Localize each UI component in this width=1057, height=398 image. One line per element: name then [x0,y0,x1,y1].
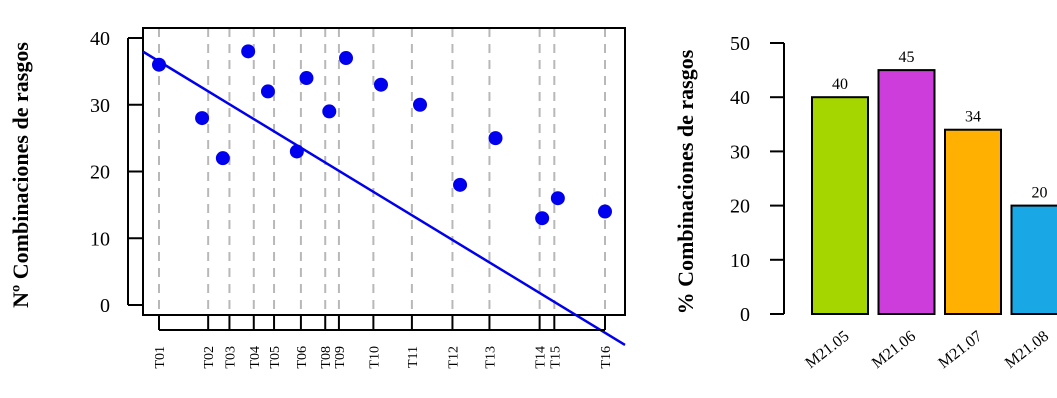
left-points-group [152,44,612,226]
bar-chart: % Combinaciones de rasgos 0 10 20 30 40 50 40… [673,33,1057,372]
trendline [142,50,626,346]
data-point [260,84,275,99]
x-tick-label: M21.08 [1002,328,1052,372]
bar [811,96,869,315]
bar [877,69,936,315]
x-tick-label: T14 [534,346,549,369]
y-tick-label: 20 [730,196,750,218]
x-tick-label: T10 [367,346,382,369]
data-point [289,144,304,159]
x-tick-label: T16 [599,346,614,369]
y-tick-label: 20 [90,162,110,184]
x-tick-label: T04 [248,346,263,369]
left-gridlines [158,28,606,315]
left-y-axis-label: Nº Combinaciones de rasgos [8,42,33,308]
bar-value-label: 45 [899,49,915,66]
bar-value-label: 34 [965,109,981,126]
data-point [550,191,565,206]
right-x-axis: M21.05 M21.06 M21.07 M21.08 [802,328,1052,372]
x-tick-label: M21.07 [935,328,985,372]
data-point [339,51,354,66]
y-tick-label: 40 [90,28,110,50]
x-tick-label: T09 [333,346,348,369]
y-tick-label: 10 [90,228,110,250]
right-y-axis: 0 10 20 30 40 50 [730,33,785,326]
bar-value-label: 40 [832,76,848,93]
y-tick-label: 50 [730,33,750,55]
x-tick-label: T03 [223,346,238,369]
scatter-chart: Nº Combinaciones de rasgos 0 10 20 30 40 T01… [8,27,626,369]
x-tick-label: T02 [202,346,217,369]
data-point [535,211,550,226]
x-tick-label: T05 [268,346,283,369]
bar [944,128,1002,315]
left-trendline-group [142,50,626,346]
x-tick-label: T15 [548,346,563,369]
y-tick-label: 0 [100,295,110,317]
data-point [373,77,388,92]
data-point [413,97,428,112]
x-tick-label: T11 [406,346,421,368]
data-point [241,44,256,59]
x-tick-label: M21.06 [869,328,919,372]
data-point [488,131,503,146]
left-plot-frame [142,27,626,316]
y-tick-label: 30 [730,141,750,163]
x-tick-label: M21.05 [802,328,852,372]
x-tick-label: T08 [319,346,334,369]
y-tick-label: 0 [740,304,750,326]
bar-value-label: 20 [1032,185,1048,202]
data-point [195,111,210,126]
data-point [299,71,314,86]
right-bars-group: 40 45 34 20 [811,49,1057,316]
data-point [598,204,612,219]
data-point [215,151,230,166]
x-tick-label: T12 [446,346,461,369]
x-tick-label: T13 [483,346,498,369]
y-tick-label: 40 [730,87,750,109]
data-point [322,104,337,119]
data-point [453,177,468,192]
x-tick-label: T06 [295,346,310,369]
x-tick-label: T01 [153,346,168,369]
y-tick-label: 10 [730,250,750,272]
bar [1010,204,1057,316]
data-point [152,57,166,72]
left-y-axis: 0 10 20 30 40 [90,28,143,317]
y-tick-label: 30 [90,95,110,117]
right-y-axis-label: % Combinaciones de rasgos [673,49,698,314]
